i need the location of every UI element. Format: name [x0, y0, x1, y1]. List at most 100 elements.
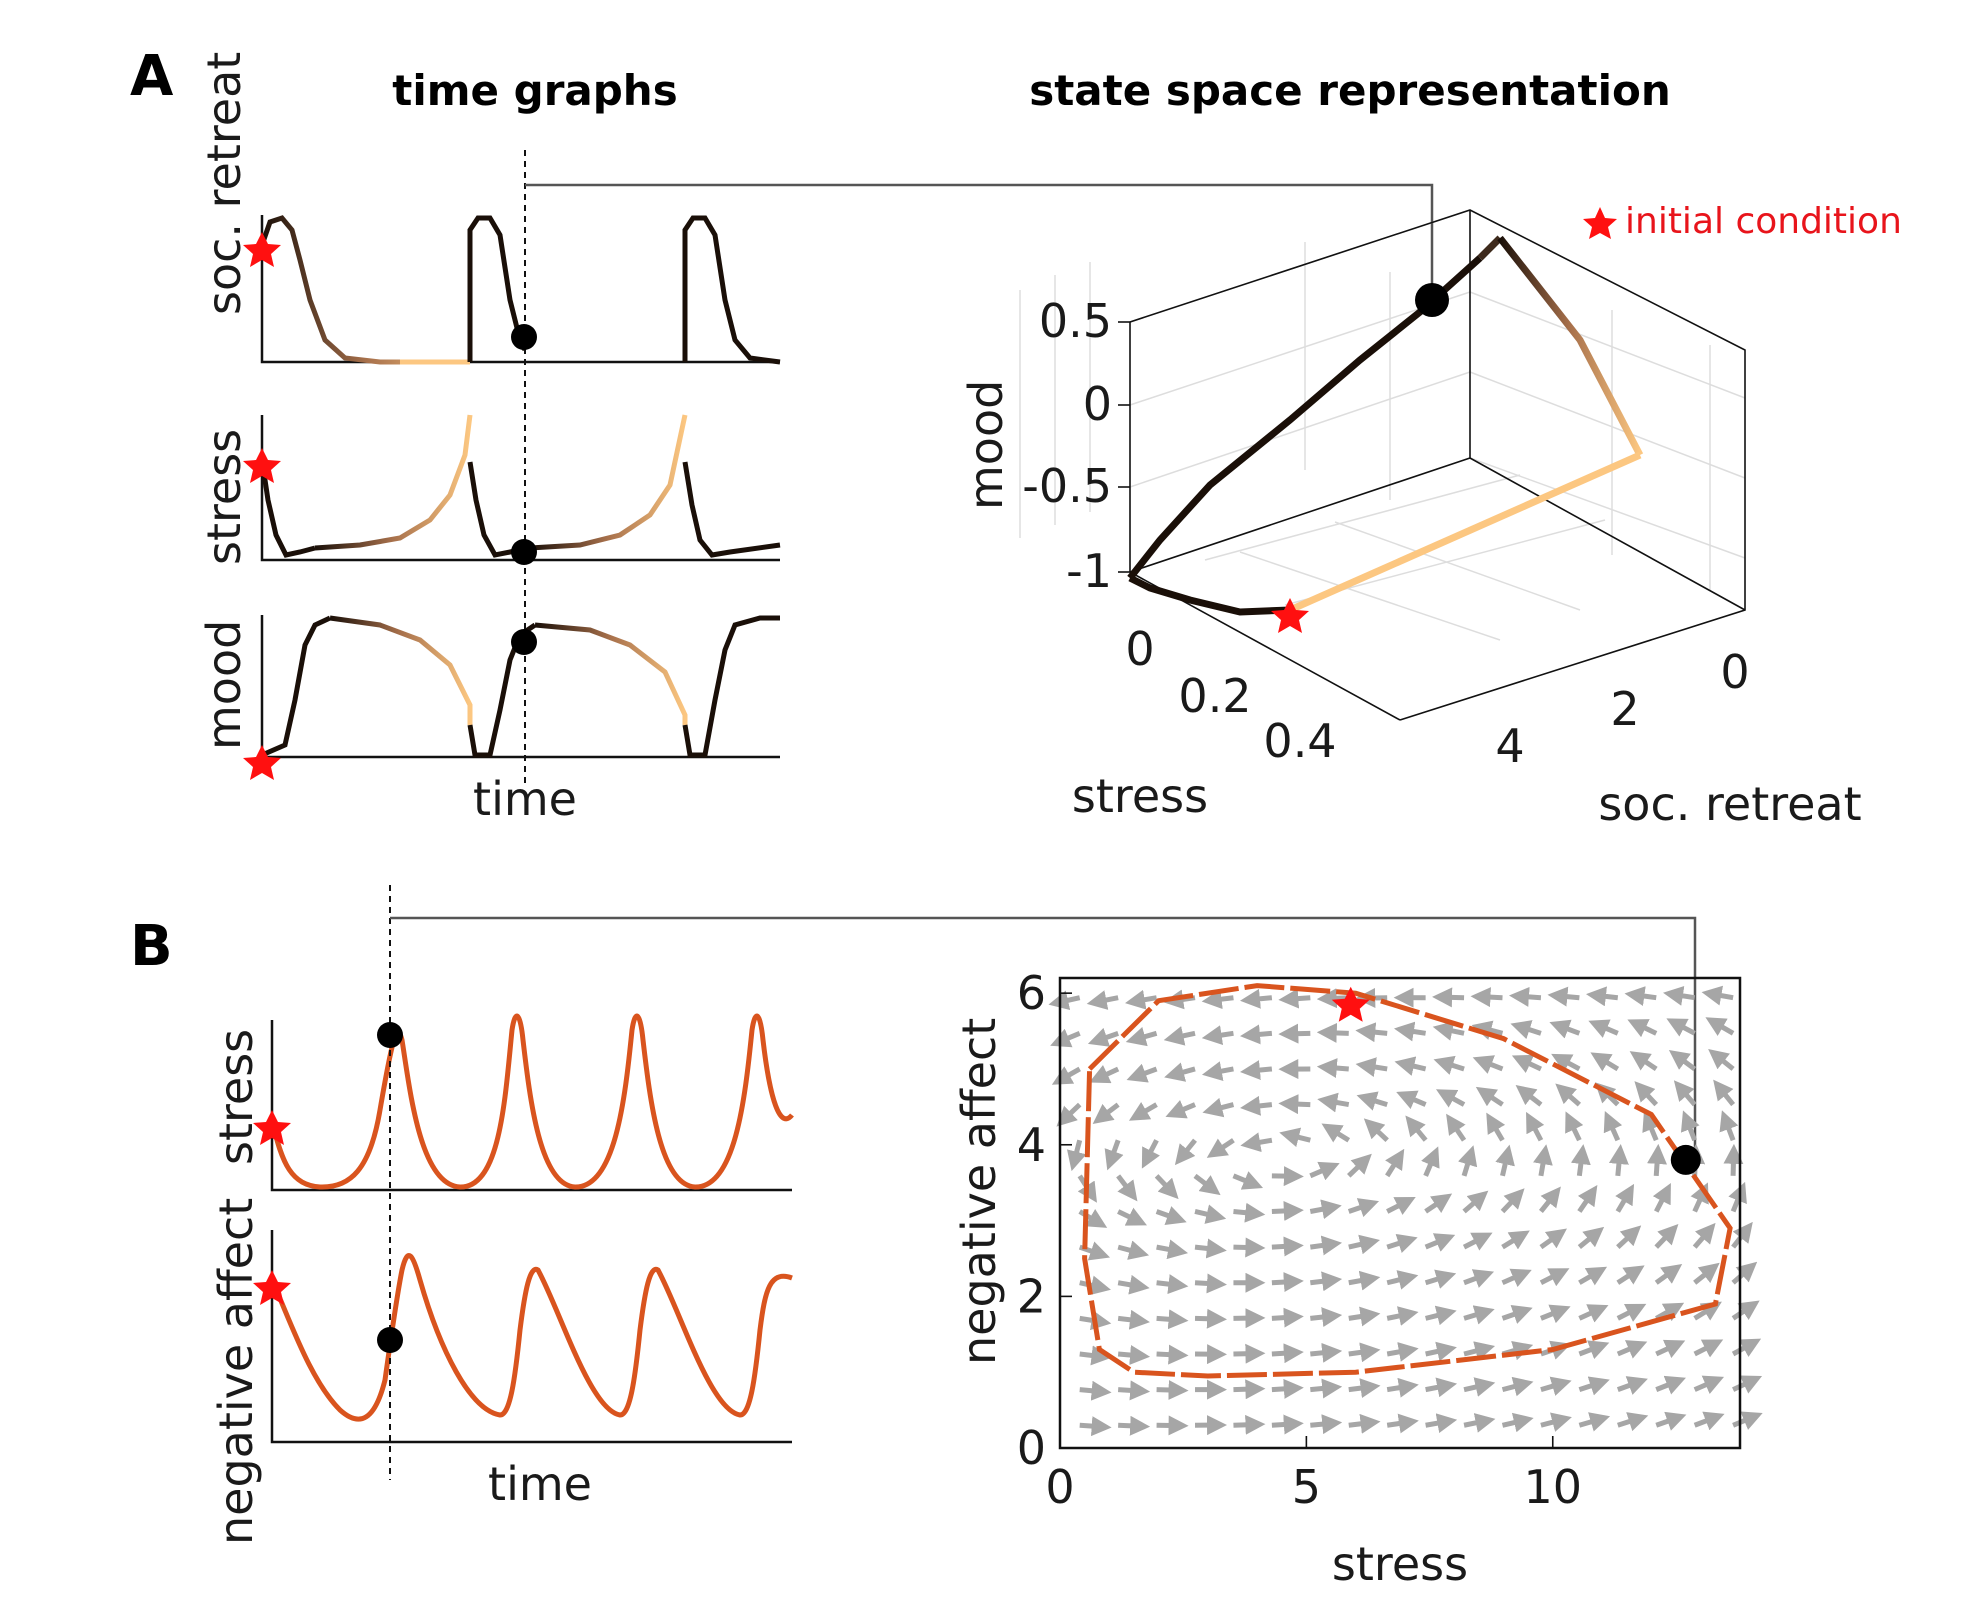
- vector-arrow-19: [1117, 1207, 1147, 1226]
- vector-arrow-111: [1385, 1148, 1405, 1178]
- b-phase-ticks: 0 5 10 0 2 4 6: [1017, 966, 1582, 1514]
- vector-arrow-229: [1719, 1110, 1739, 1142]
- vector-arrow-57: [1233, 1237, 1266, 1258]
- a-state-trajectory-light: [1497, 235, 1644, 457]
- vector-arrow-71: [1271, 1200, 1304, 1221]
- b-phase-xtick-0: 0: [1045, 1460, 1074, 1514]
- vector-arrow-208: [1693, 1411, 1725, 1431]
- vector-arrow-164: [1526, 1111, 1545, 1142]
- vector-arrow-35: [1128, 1102, 1158, 1121]
- vector-arrow-132: [1463, 1341, 1496, 1361]
- a-socretreat-marker-dot: [511, 324, 537, 350]
- a-state-box-floor: [1129, 457, 1746, 611]
- vector-arrow-1: [1079, 1380, 1112, 1401]
- vector-arrow-211: [1693, 1301, 1722, 1321]
- a-soc-tick-3: 0: [1720, 645, 1749, 699]
- vector-arrow-78: [1310, 1414, 1343, 1435]
- a-state-start-star-icon: [1271, 598, 1309, 633]
- a-state-trajectory-start: [1128, 574, 1291, 616]
- vector-arrow-212: [1693, 1262, 1720, 1285]
- vector-arrow-25: [1086, 990, 1119, 1010]
- legend-text: initial condition: [1625, 201, 1902, 242]
- vector-arrow-190: [1603, 1110, 1623, 1142]
- vector-arrow-143: [1501, 1412, 1534, 1433]
- vector-arrow-207: [1624, 986, 1657, 1007]
- vector-arrow-87: [1278, 1094, 1311, 1115]
- vector-arrow-142: [1432, 987, 1465, 1008]
- vector-arrow-184: [1616, 1340, 1648, 1359]
- vector-arrow-45: [1194, 1204, 1227, 1224]
- vector-arrow-31: [1156, 1239, 1189, 1260]
- vector-arrow-218: [1668, 1049, 1697, 1071]
- vector-arrow-127: [1394, 1056, 1427, 1076]
- a-state-space: 0.5 0 -0.5 -1 mood 0 0.2 0.4 stress 4 2 …: [959, 209, 1862, 831]
- vector-arrow-100: [1317, 1092, 1350, 1113]
- b-phase-start-star-icon: [1331, 986, 1370, 1022]
- b-na-axes: [270, 1230, 792, 1444]
- vector-arrow-113: [1356, 1091, 1388, 1111]
- a-stress-line-5: [682, 461, 781, 558]
- vector-arrow-228: [1723, 1143, 1744, 1176]
- vector-arrow-80: [1310, 1342, 1343, 1363]
- vector-arrow-156: [1540, 1412, 1572, 1432]
- vector-arrow-67: [1271, 1343, 1304, 1364]
- vector-arrow-49: [1164, 1062, 1196, 1082]
- vector-arrow-27: [1156, 1379, 1189, 1400]
- a-stress-line-1: [259, 459, 316, 558]
- vector-arrow-119: [1425, 1341, 1457, 1362]
- vector-arrow-221: [1732, 1411, 1763, 1430]
- vector-arrow-219: [1666, 1018, 1696, 1037]
- vector-arrow-114: [1355, 1057, 1388, 1077]
- vector-arrow-185: [1616, 1303, 1647, 1322]
- a-mood-tick-3: -0.5: [1022, 459, 1112, 513]
- vector-arrow-17: [1117, 1274, 1150, 1295]
- vector-arrow-95: [1348, 1270, 1381, 1291]
- vector-arrow-148: [1501, 1230, 1530, 1250]
- vector-arrow-14: [1117, 1380, 1151, 1401]
- b-phase-ytick-3: 6: [1017, 966, 1046, 1020]
- vector-arrow-204: [1634, 1081, 1659, 1107]
- b-stress-start-star-icon: [253, 1110, 291, 1145]
- a-state-ticks: [1118, 321, 1130, 573]
- b-na-ylabel: negative affect: [209, 1198, 263, 1545]
- vector-arrow-181: [1547, 986, 1580, 1007]
- vector-arrow-209: [1693, 1375, 1725, 1395]
- vector-arrow-198: [1655, 1302, 1685, 1322]
- vector-arrow-169: [1578, 1412, 1611, 1432]
- b-limit-cycle: [1082, 983, 1733, 1379]
- a-mood-start-star-icon: [243, 745, 281, 780]
- vector-arrow-139: [1435, 1089, 1466, 1108]
- b-stress-line: [269, 1013, 794, 1190]
- vector-arrow-29: [1156, 1309, 1189, 1330]
- vector-arrow-137: [1458, 1145, 1478, 1177]
- b-time-graphs: stress negative affect time: [209, 885, 794, 1545]
- a-socretreat-line: [259, 215, 470, 365]
- vector-arrow-81: [1310, 1307, 1343, 1328]
- vector-arrow-60: [1206, 1138, 1235, 1158]
- vector-arrow-104: [1386, 1413, 1419, 1434]
- vector-arrow-188: [1615, 1183, 1635, 1213]
- vector-arrow-223: [1731, 1338, 1762, 1357]
- vector-arrow-44: [1194, 1238, 1227, 1259]
- vector-arrow-149: [1500, 1188, 1525, 1214]
- vector-arrow-6: [1078, 1209, 1108, 1228]
- vector-arrow-83: [1309, 1235, 1343, 1256]
- b-time-xlabel: time: [488, 1457, 592, 1511]
- b-phase-xtick-2: 10: [1523, 1460, 1582, 1514]
- vector-arrow-118: [1425, 1377, 1458, 1398]
- vector-arrow-206: [1627, 1019, 1658, 1038]
- a-state-box-left: [1129, 322, 1401, 721]
- vector-arrow-109: [1386, 1233, 1418, 1253]
- vector-arrow-108: [1386, 1270, 1419, 1290]
- vector-arrow-70: [1271, 1236, 1304, 1257]
- vector-arrow-64: [1201, 989, 1234, 1010]
- vector-arrow-231: [1708, 1048, 1735, 1071]
- vector-arrow-73: [1240, 1132, 1273, 1153]
- vector-arrow-117: [1425, 1413, 1458, 1434]
- a-stress-ylabel: stress: [197, 429, 251, 565]
- vector-arrow-122: [1424, 1233, 1456, 1252]
- vector-arrow-232: [1705, 1017, 1735, 1036]
- vector-arrow-194: [1586, 986, 1619, 1007]
- vector-arrow-217: [1673, 1080, 1697, 1107]
